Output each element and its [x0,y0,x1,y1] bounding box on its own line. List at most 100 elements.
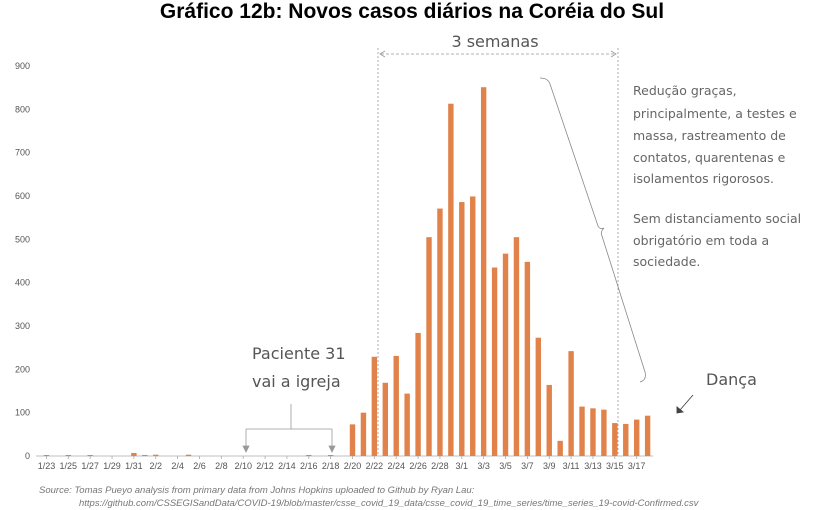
reduction-note-line: Redução graças, [633,83,737,98]
x-tick-label: 2/22 [366,461,384,471]
x-tick-label: 2/20 [344,461,362,471]
bar-2/25 [404,393,410,456]
reduction-note: Redução graças, principalmente, a testes… [633,83,797,186]
x-tick-label: 3/11 [563,461,580,471]
x-tick-label: 2/4 [171,461,184,471]
y-axis: 0 100 200 300 400 500 600 700 800 900 [15,61,30,461]
x-tick-label: 1/31 [125,461,143,471]
x-tick-label: 1/29 [103,461,121,471]
bar-3/12 [579,406,585,456]
no-distancing-note-line: obrigatório em toda a [633,233,769,248]
bar-3/17 [633,419,640,456]
bar-3/9 [546,384,552,456]
y-tick-label: 200 [15,364,30,374]
bar-3/10 [557,440,563,456]
bar-2/23 [382,382,388,456]
bar-3/13 [590,408,596,456]
bar-1/31 [131,452,137,456]
patient-bracket [242,404,336,453]
source-line-2: https://github.com/CSSEGISandData/COVID-… [79,498,700,509]
x-tick-label: 3/7 [521,461,534,471]
weeks-bracket [377,48,619,456]
bar-2/1 [142,455,148,456]
x-tick-label: 2/28 [431,461,449,471]
reduction-brace [539,77,646,383]
x-tick-label: 1/27 [81,461,99,471]
no-distancing-note: Sem distanciamento social obrigatório em… [633,211,801,269]
bar-3/16 [623,423,629,456]
bar-2/20 [349,424,356,456]
patient-label-line2: vai a igreja [252,372,341,391]
bar-2/21 [360,412,367,456]
bar-3/8 [535,337,542,456]
no-distancing-note-line: sociedade. [633,254,700,269]
reduction-note-line: contatos, quarentenas e [633,150,786,165]
x-axis: 1/23 1/25 1/27 1/29 1/31 2/2 2/4 2/6 2/8 2/10 2/12… [36,455,654,471]
bar-3/5 [502,253,509,456]
bar-3/2 [470,196,476,456]
patient-label-line1: Paciente 31 [252,344,346,363]
bar-3/15 [612,423,618,456]
bar-1/25 [65,455,72,456]
reduction-note-line: massa, rastreamento de [633,128,786,143]
bar-2/22 [371,356,378,456]
chart-title: Gráfico 12b: Novos casos diários na Coré… [160,0,664,23]
bar-2/5 [185,454,192,456]
bar-2/27 [426,237,432,456]
dance-arrow [676,394,694,414]
bars [43,87,651,456]
x-tick-label: 2/2 [150,461,163,471]
reduction-note-line: isolamentos rigorosos. [633,171,774,186]
x-tick-label: 3/1 [456,461,469,471]
bar-2/28 [437,208,443,456]
x-tick-label: 2/6 [193,461,206,471]
y-tick-label: 600 [15,191,30,201]
bar-3/14 [601,409,607,456]
bar-2/24 [393,355,399,456]
bar-2/18 [327,455,334,456]
dance-label: Dança [706,370,757,389]
x-tick-label: 1/25 [60,461,78,471]
bar-3/6 [513,237,520,456]
bar-3/18 [644,415,651,456]
bar-1/23 [43,455,50,456]
bar-3/4 [491,267,498,456]
bar-3/3 [480,87,487,456]
no-distancing-note-line: Sem distanciamento social [633,211,801,226]
x-tick-label: 2/18 [322,461,340,471]
x-tick-label: 2/26 [409,461,427,471]
weeks-label: 3 semanas [451,32,538,51]
bar-3/11 [568,351,574,456]
x-tick-label: 3/15 [606,461,624,471]
y-tick-label: 500 [15,234,30,244]
bar-2/26 [415,332,421,456]
bar-1/27 [87,455,93,456]
y-tick-label: 300 [15,321,30,331]
x-tick-label: 2/8 [215,461,228,471]
x-tick-label: 2/24 [387,461,405,471]
x-tick-label: 3/9 [543,461,556,471]
bar-2/2 [153,454,159,456]
x-tick-label: 2/16 [300,461,318,471]
y-tick-label: 900 [15,61,30,71]
y-tick-label: 800 [15,104,30,114]
bar-2/29 [448,103,454,456]
reduction-note-line: principalmente, a testes e [633,106,797,121]
y-tick-label: 400 [15,278,30,288]
source-line-1: Source: Tomas Pueyo analysis from primar… [39,485,475,496]
x-tick-label: 3/17 [628,461,646,471]
x-tick-label: 2/14 [278,461,296,471]
x-tick-label: 1/23 [38,461,56,471]
x-tick-label: 3/13 [584,461,602,471]
bar-3/7 [524,261,531,456]
y-tick-label: 700 [15,148,30,158]
bar-2/16 [306,455,312,456]
y-tick-label: 0 [25,451,30,461]
x-tick-label: 3/3 [477,461,490,471]
x-tick-label: 3/5 [499,461,512,471]
x-tick-label: 2/12 [256,461,274,471]
x-tick-label: 2/10 [234,461,252,471]
bar-3/1 [459,202,465,456]
y-tick-label: 100 [15,408,30,418]
